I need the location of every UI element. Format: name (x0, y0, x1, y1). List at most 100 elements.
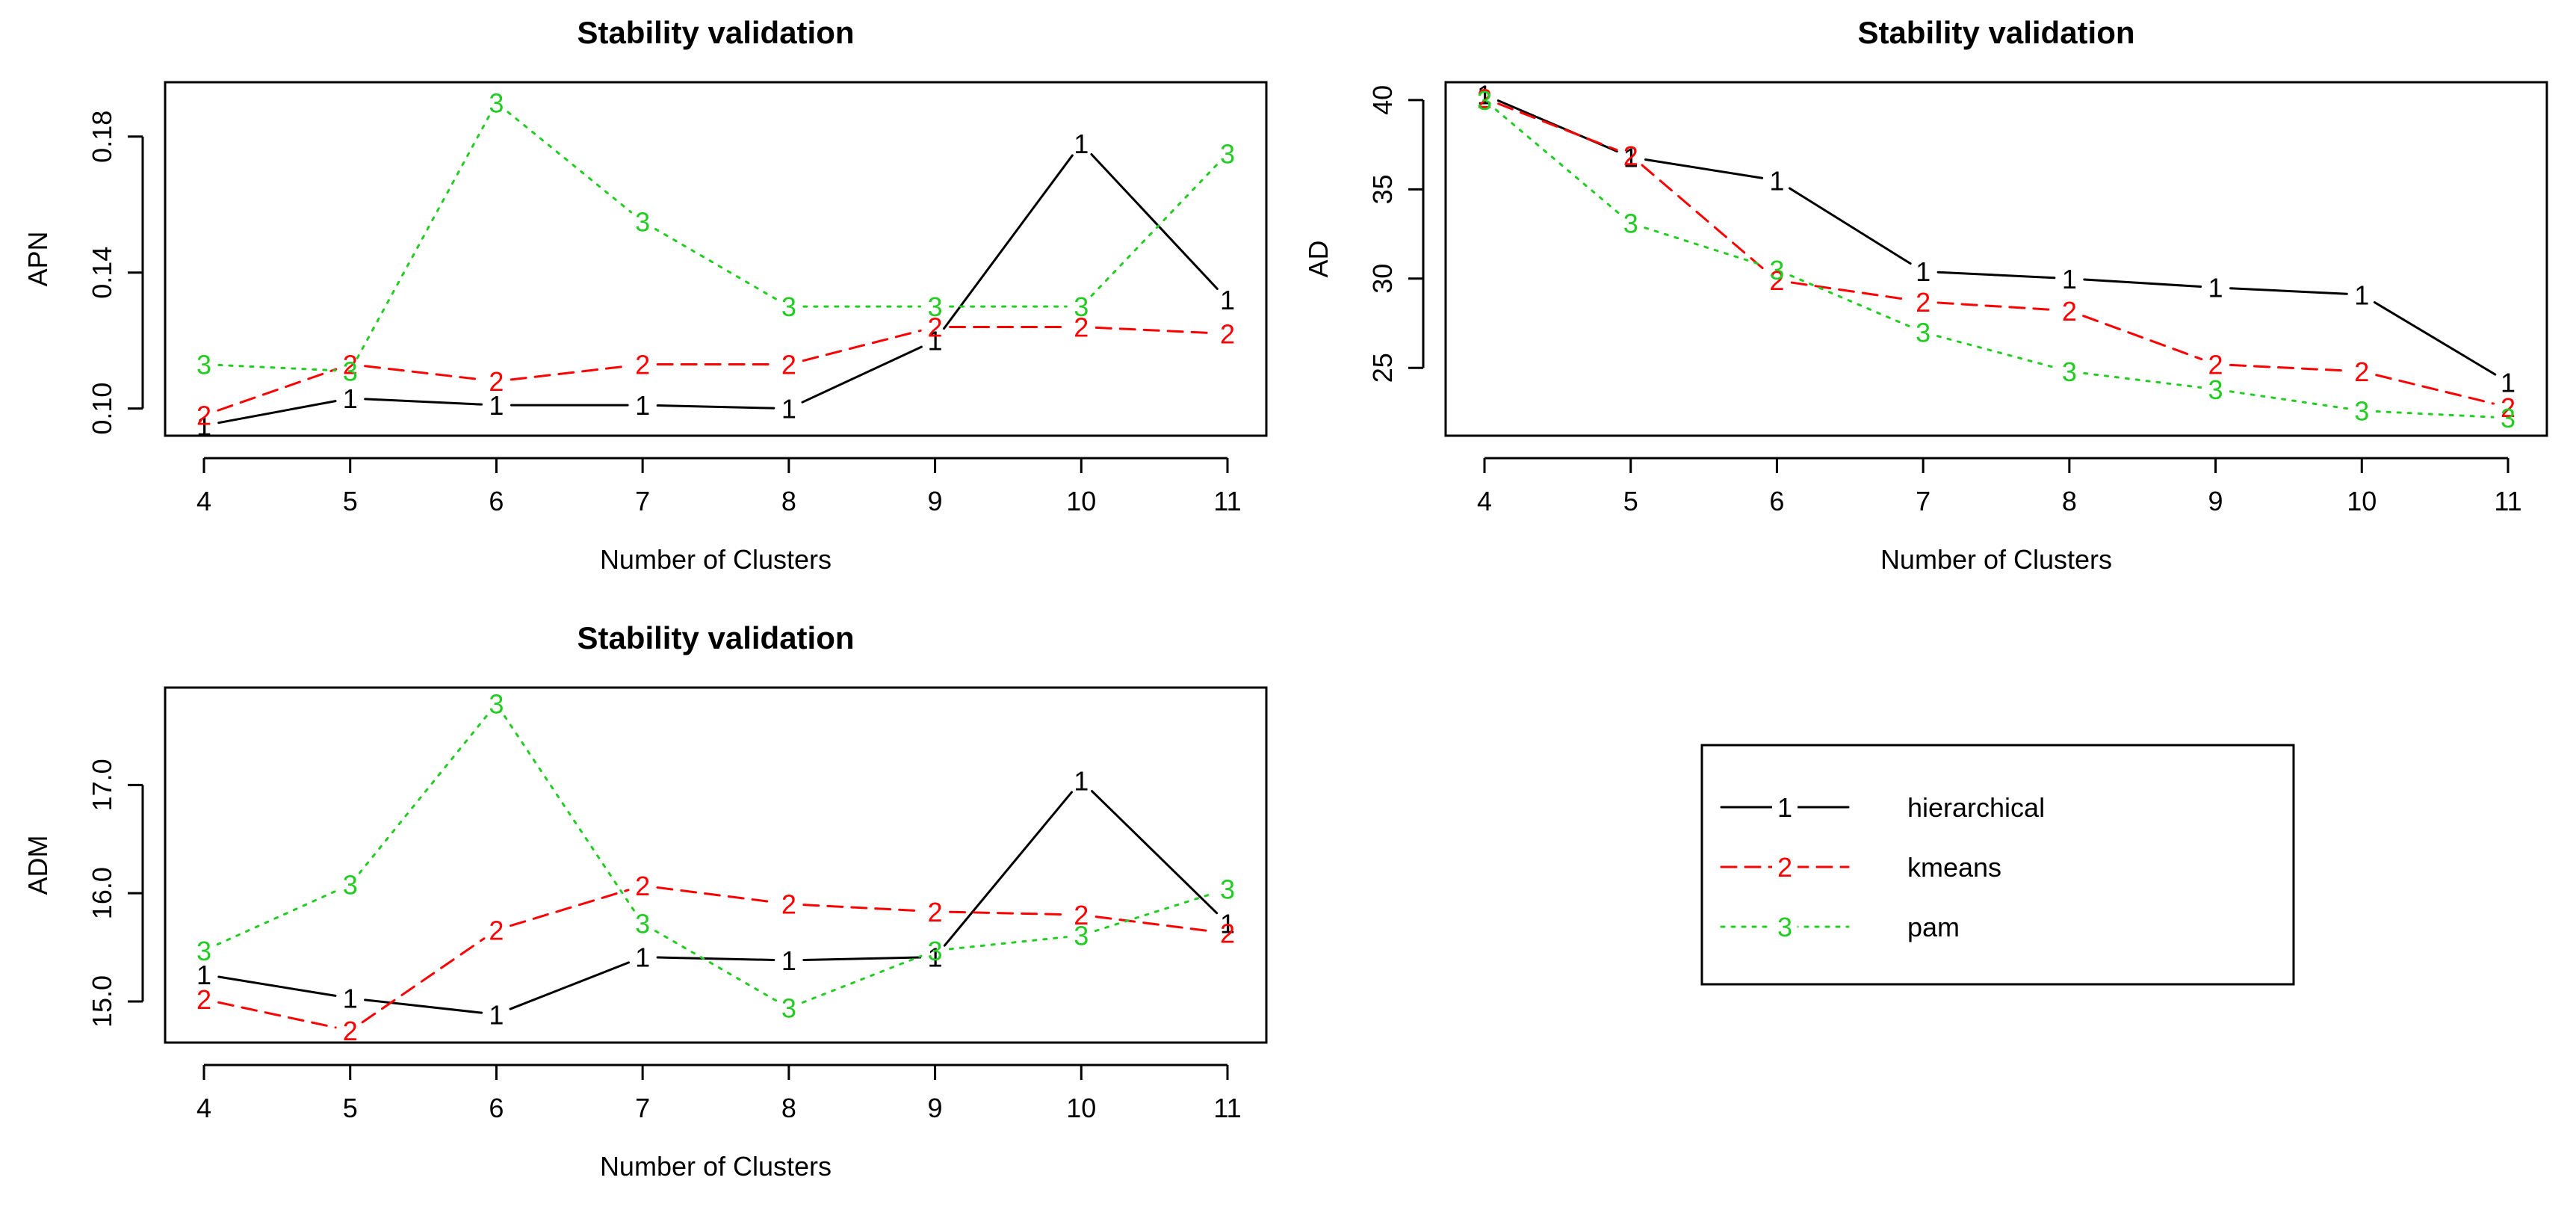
series-line-segment (942, 154, 1074, 330)
data-point: 2 (928, 312, 943, 342)
series-hierarchical: 1 1 1 1 1 1 1 1 (1477, 80, 2515, 398)
series-line-segment (356, 114, 491, 359)
x-tick-label: 6 (1769, 486, 1784, 516)
series-pam: 3 3 3 3 3 3 3 3 (196, 87, 1235, 386)
series-line-segment (1644, 158, 1764, 179)
series-line-segment (217, 363, 337, 372)
series-line-segment (943, 791, 1074, 947)
data-point: 1 (489, 390, 504, 421)
data-point: 2 (1074, 312, 1089, 342)
series-line-segment (2083, 278, 2202, 288)
legend-label: hierarchical (1907, 792, 2045, 823)
x-tick-label: 10 (1066, 1093, 1096, 1123)
series-kmeans: 2 2 2 2 2 2 2 2 (196, 871, 1235, 1046)
data-point: 1 (1074, 766, 1089, 797)
series-line-segment (510, 365, 629, 381)
series-line-segment (1497, 102, 1618, 152)
data-point: 3 (1074, 291, 1089, 322)
x-tick-label: 9 (2208, 486, 2223, 516)
series-pam: 3 3 3 3 3 3 3 3 (196, 689, 1235, 1024)
legend-marker: 2 (1777, 852, 1792, 883)
series-hierarchical: 1 1 1 1 1 1 1 1 (196, 129, 1235, 441)
data-point: 1 (928, 326, 943, 356)
y-tick-label: 0.18 (87, 111, 117, 163)
x-tick-label: 8 (781, 486, 796, 516)
y-axis: 0.10 0.14 0.18 (87, 111, 144, 435)
plot-frame (164, 686, 1268, 1044)
x-axis: 4 5 6 7 8 9 10 11 (1477, 457, 2522, 516)
data-point: 3 (196, 349, 211, 380)
y-axis: 25 30 35 40 (1367, 85, 1425, 383)
data-point: 3 (1220, 139, 1235, 170)
data-point: 2 (1220, 919, 1235, 949)
data-point: 3 (343, 870, 358, 901)
x-tick-label: 8 (2062, 486, 2077, 516)
legend-label: pam (1907, 912, 1960, 942)
data-point: 2 (1769, 265, 1784, 296)
data-point: 3 (343, 356, 358, 387)
data-point: 1 (635, 390, 650, 421)
legend-label: kmeans (1907, 852, 2001, 883)
data-point: 2 (343, 1016, 358, 1046)
series-line-segment (504, 714, 636, 913)
series-line-segment (364, 998, 483, 1014)
series-line-segment (1090, 163, 1219, 297)
data-point: 1 (1220, 909, 1235, 939)
data-point: 1 (343, 383, 358, 414)
x-tick-label: 7 (1916, 486, 1931, 516)
data-point: 3 (196, 936, 211, 966)
data-point: 3 (489, 87, 504, 118)
y-tick-label: 25 (1367, 353, 1398, 383)
data-point: 2 (1916, 287, 1931, 318)
data-point: 2 (635, 349, 650, 380)
data-point: 3 (1074, 921, 1089, 951)
data-point: 1 (2062, 264, 2077, 294)
x-tick-label: 8 (781, 1093, 796, 1123)
data-point: 3 (1769, 255, 1784, 285)
legend: 1 hierarchical 2 kmeans 3 pam (1700, 744, 2295, 986)
y-tick-label: 0.14 (87, 247, 117, 299)
legend-marker-bg (1772, 791, 1798, 824)
y-axis: 15.0 16.0 17.0 (87, 759, 144, 1028)
legend-frame (1700, 744, 2295, 986)
series-line-segment (1095, 326, 1214, 335)
data-point: 2 (2354, 356, 2369, 387)
x-tick-label: 7 (635, 486, 650, 516)
series-line-segment (509, 961, 631, 1010)
series-line-segment (361, 937, 486, 1024)
data-point: 3 (1220, 874, 1235, 904)
data-point: 1 (343, 984, 358, 1014)
data-point: 3 (781, 993, 796, 1024)
series-line-segment (1644, 226, 1764, 267)
y-axis-label: AD (1303, 240, 1334, 277)
x-tick-label: 4 (196, 486, 211, 516)
series-line-segment (2229, 287, 2348, 295)
x-tick-label: 10 (1066, 486, 1096, 516)
x-tick-label: 6 (489, 1093, 504, 1123)
series-kmeans: 2 2 2 2 2 2 2 2 (196, 312, 1235, 430)
x-tick-label: 11 (1213, 486, 1241, 516)
series-line-segment (801, 954, 923, 1004)
data-point: 1 (928, 942, 943, 973)
data-point: 3 (781, 291, 796, 322)
data-point: 2 (489, 915, 504, 945)
data-point: 1 (2208, 273, 2223, 303)
x-tick-label: 6 (489, 486, 504, 516)
y-tick-label: 17.0 (87, 759, 117, 811)
series-line-segment (217, 368, 338, 412)
chart-title: Stability validation (577, 620, 854, 655)
data-point: 2 (1220, 319, 1235, 350)
data-point: 2 (343, 349, 358, 380)
series-line-segment (1094, 892, 1215, 933)
y-tick-label: 15.0 (87, 975, 117, 1028)
series-line-segment (654, 228, 778, 300)
x-tick-label: 4 (1477, 486, 1492, 516)
series-line-segment (2229, 390, 2348, 410)
plot-frame (164, 81, 1268, 437)
data-point: 2 (635, 871, 650, 901)
series-line-segment (656, 886, 775, 904)
data-point: 1 (1623, 142, 1638, 173)
data-point: 1 (1220, 285, 1235, 315)
